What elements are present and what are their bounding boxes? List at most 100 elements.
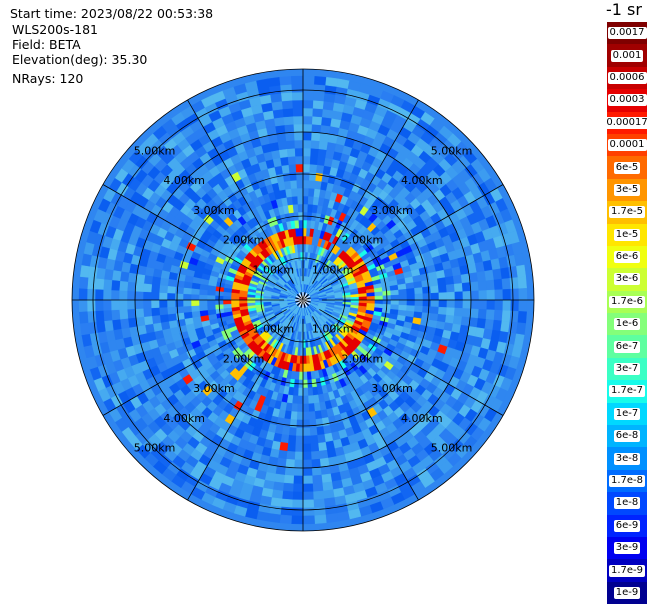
radar-cell — [291, 507, 304, 517]
radar-cell — [302, 403, 310, 413]
radar-cell — [230, 303, 240, 308]
radar-cell — [285, 132, 295, 142]
radar-cell — [158, 306, 168, 316]
radar-cell — [291, 91, 304, 101]
radar-cell — [299, 363, 304, 373]
colorbar-unit-label: -1 sr — [606, 0, 642, 19]
radar-cell — [309, 427, 318, 437]
radar-cell — [321, 473, 333, 484]
radar-cell — [310, 442, 320, 453]
range-ring-label: 5.00km — [134, 441, 176, 454]
radar-cell — [103, 319, 114, 332]
radar-cell — [281, 92, 293, 102]
radar-cell — [454, 291, 464, 301]
radar-cell — [295, 163, 304, 173]
colorbar-tick-label: 6e-9 — [613, 519, 641, 532]
radar-cell — [302, 475, 313, 485]
radar-cell — [445, 283, 456, 293]
radar-cell — [281, 498, 293, 508]
radar-cell — [302, 107, 314, 117]
radar-cell — [143, 315, 154, 326]
colorbar-cell: 0.0017 — [607, 22, 647, 45]
radar-cell — [273, 473, 285, 484]
radar-cell — [422, 293, 432, 301]
radar-cell — [102, 299, 112, 311]
radar-cell — [294, 451, 304, 461]
radar-cell — [103, 268, 114, 281]
radar-cell — [302, 499, 315, 509]
radar-cell — [285, 458, 295, 468]
radar-cell — [302, 83, 315, 93]
radar-cell — [358, 296, 368, 301]
radar-cell — [302, 443, 312, 453]
radar-cell — [414, 293, 424, 301]
radar-cell — [501, 310, 511, 322]
radar-cell — [95, 320, 106, 333]
radar-cell — [476, 318, 487, 330]
radar-cell — [422, 286, 432, 294]
radar-cell — [86, 288, 96, 301]
radar-cell — [462, 299, 472, 310]
radar-cell — [485, 279, 495, 291]
colorbar-tick-label: 1e-6 — [613, 318, 641, 331]
radar-cell — [323, 92, 336, 103]
radar-cell — [446, 299, 456, 309]
radar-cell — [183, 311, 193, 320]
range-ring-label: 1.00km — [253, 323, 295, 336]
radar-cell — [288, 427, 297, 437]
radar-cell — [276, 457, 287, 468]
radar-cell — [95, 278, 105, 290]
radar-cell — [143, 283, 153, 293]
radar-cell — [118, 290, 128, 301]
radar-cell — [222, 295, 232, 301]
radar-cell — [445, 307, 456, 317]
radar-cell — [397, 283, 407, 291]
radar-cell — [282, 482, 294, 492]
radar-cell — [309, 435, 319, 445]
radar-cell — [158, 284, 168, 294]
radar-cell — [174, 293, 184, 301]
radar-cell — [158, 299, 168, 308]
elevation-label: Elevation(deg): 35.30 — [10, 52, 150, 68]
radar-cell — [310, 140, 320, 150]
radar-cell — [492, 319, 503, 332]
colorbar-tick-label: 0.00017 — [604, 116, 647, 129]
radar-cell — [182, 299, 192, 307]
radar-cell — [366, 296, 376, 301]
radar-cell — [500, 320, 511, 333]
radar-cell — [302, 435, 311, 445]
radar-cell — [292, 107, 304, 117]
radar-cell — [298, 219, 304, 229]
radar-cell — [350, 296, 360, 301]
radar-cell — [293, 467, 304, 477]
radar-cell — [295, 435, 304, 445]
radar-cell — [297, 387, 304, 397]
radar-cell — [477, 309, 487, 320]
radar-cell — [292, 203, 299, 213]
radar-cell — [484, 269, 495, 281]
colorbar-cell: 0.0003 — [607, 89, 647, 112]
radar-cell — [302, 147, 312, 157]
colorbar: 0.0017 0.001 0.0006 0.0003 0.00017 0.0001 6e-5… — [604, 22, 647, 605]
range-ring-label: 5.00km — [134, 145, 176, 158]
radar-cell — [302, 371, 308, 381]
radar-cell — [277, 140, 288, 151]
radar-cell — [437, 277, 447, 287]
radar-cell — [278, 148, 289, 158]
device-label: WLS200s-181 — [12, 22, 98, 37]
radar-cell — [302, 387, 309, 397]
radar-cell — [429, 278, 439, 287]
radar-cell — [398, 294, 408, 301]
radar-cell — [311, 466, 322, 476]
radar-cell — [366, 292, 376, 297]
radar-cell — [460, 273, 471, 284]
radar-cell — [312, 394, 320, 404]
radar-cell — [295, 227, 300, 237]
radar-cell — [291, 403, 298, 413]
radar-cell — [309, 419, 317, 429]
radar-cell — [95, 310, 105, 322]
radar-cell — [190, 299, 200, 307]
azimuth-gridline — [312, 99, 419, 284]
colorbar-cell: 1.7e-9 — [607, 559, 647, 582]
